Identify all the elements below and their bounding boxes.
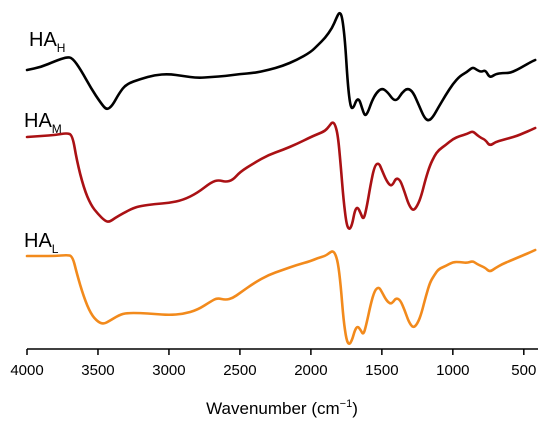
- x-axis-ticks: 4000 3500 3000 2500 2000 1500 1000 500: [10, 349, 536, 379]
- x-tick-label-500: 500: [511, 362, 536, 379]
- x-tick-label-3500: 3500: [81, 362, 114, 379]
- x-tick-label-1500: 1500: [365, 362, 398, 379]
- x-tick-label-2000: 2000: [294, 362, 327, 379]
- series-label-ha-h: HAH: [29, 29, 65, 55]
- x-tick-label-4000: 4000: [10, 362, 43, 379]
- series-layer: [25, 11, 537, 346]
- series-line-ha-h: [25, 11, 537, 122]
- series-label-ha-l: HAL: [24, 230, 59, 256]
- series-label-ha-m: HAM: [24, 110, 62, 136]
- series-labels: HAH HAM HAL: [24, 29, 65, 256]
- series-line-ha-l: [25, 248, 537, 346]
- x-tick-label-1000: 1000: [436, 362, 469, 379]
- x-axis-title: Wavenumber (cm−1): [206, 398, 358, 418]
- series-line-ha-m: [25, 121, 537, 230]
- x-tick-label-3000: 3000: [152, 362, 185, 379]
- x-tick-label-2500: 2500: [223, 362, 256, 379]
